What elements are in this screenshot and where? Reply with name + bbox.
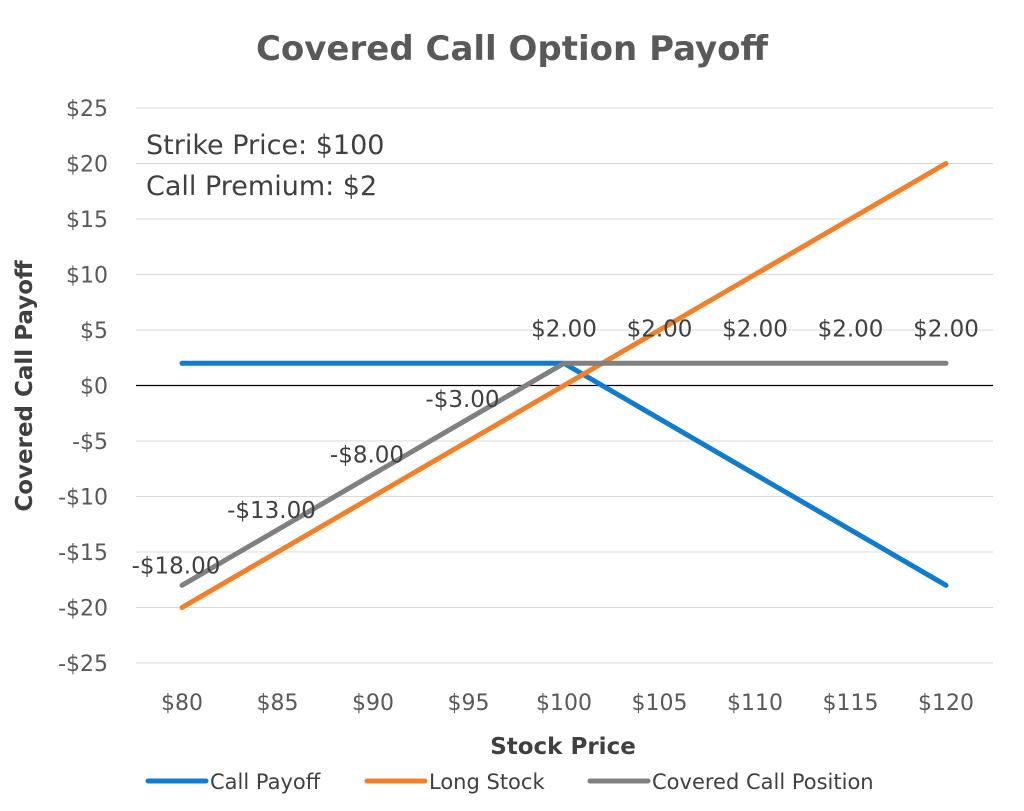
y-tick-label: -$20 xyxy=(58,597,108,622)
y-tick-label: $20 xyxy=(66,153,108,178)
data-labels: -$18.00 -$13.00 -$8.00 -$3.00 $2.00 $2.00 $2.0… xyxy=(132,316,979,579)
x-axis-title: Stock Price xyxy=(490,734,636,760)
y-tick-label: -$10 xyxy=(58,486,108,511)
y-tick-label: $5 xyxy=(80,319,108,344)
y-tick-label: -$15 xyxy=(58,541,108,566)
data-label: -$13.00 xyxy=(227,498,316,524)
x-tick-label: $85 xyxy=(257,691,299,716)
y-tick-label: -$25 xyxy=(58,652,108,677)
series-line-long-stock xyxy=(179,161,949,610)
y-axis-title: Covered Call Payoff xyxy=(12,260,38,512)
x-tick-label: $90 xyxy=(352,691,394,716)
y-tick-label: $15 xyxy=(66,208,108,233)
data-label: -$3.00 xyxy=(425,387,499,413)
legend-label: Call Payoff xyxy=(210,770,321,794)
x-tick-label: $100 xyxy=(536,691,592,716)
data-label: -$8.00 xyxy=(330,442,404,468)
x-tick-label: $120 xyxy=(918,691,974,716)
annotation-strike-price: Strike Price: $100 xyxy=(146,130,384,161)
legend-label: Long Stock xyxy=(429,770,545,794)
legend: Call Payoff Long Stock Covered Call Positi… xyxy=(145,770,874,794)
data-label: $2.00 xyxy=(531,316,597,342)
y-tick-label: $0 xyxy=(80,375,108,400)
data-label: $2.00 xyxy=(722,316,788,342)
x-tick-label: $95 xyxy=(448,691,490,716)
data-label: $2.00 xyxy=(913,316,979,342)
legend-label: Covered Call Position xyxy=(652,770,874,794)
x-tick-label: $115 xyxy=(823,691,879,716)
y-tick-label: $10 xyxy=(66,264,108,289)
x-tick-label: $110 xyxy=(727,691,783,716)
y-axis-ticks: $25 $20 $15 $10 $5 $0 -$5 -$10 -$15 -$20 -$25 xyxy=(58,97,108,677)
x-tick-label: $105 xyxy=(632,691,688,716)
legend-item: Call Payoff xyxy=(145,770,321,794)
series-line-covered-call-position xyxy=(179,360,949,588)
y-tick-label: -$5 xyxy=(72,430,108,455)
annotation-call-premium: Call Premium: $2 xyxy=(146,171,377,202)
x-axis-ticks: $80 $85 $90 $95 $100 $105 $110 $115 $120 xyxy=(161,691,974,716)
data-label: $2.00 xyxy=(818,316,884,342)
chart-title: Covered Call Option Payoff xyxy=(256,29,769,69)
legend-item: Long Stock xyxy=(364,770,545,794)
data-label: $2.00 xyxy=(627,316,693,342)
data-label: -$18.00 xyxy=(132,553,221,579)
x-tick-label: $80 xyxy=(161,691,203,716)
y-tick-label: $25 xyxy=(66,97,108,122)
legend-item: Covered Call Position xyxy=(587,770,874,794)
series-lines xyxy=(179,161,949,610)
